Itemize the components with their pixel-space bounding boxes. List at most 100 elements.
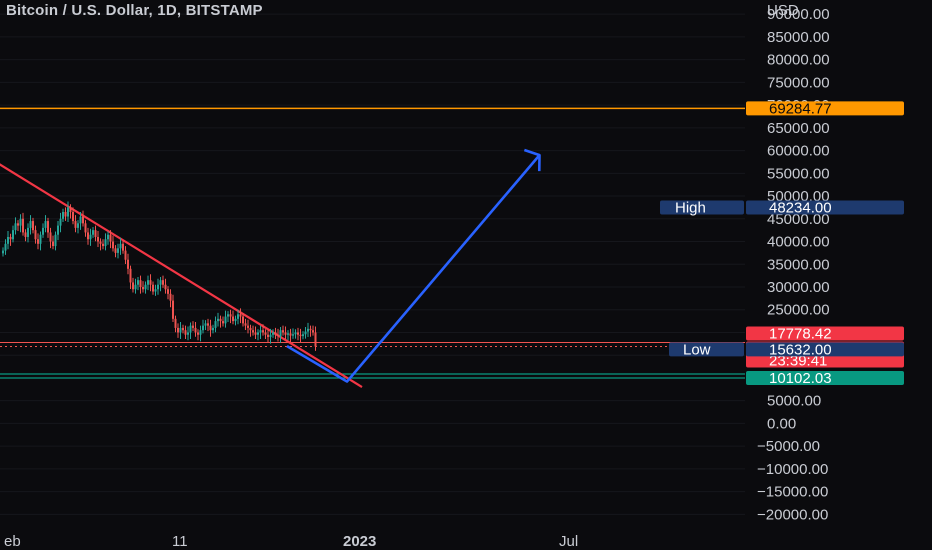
price-tick-label: 85000.00 — [767, 29, 830, 46]
candle — [309, 325, 312, 337]
candle — [269, 328, 272, 344]
candle — [164, 278, 167, 294]
price-tick-label: 25000.00 — [767, 302, 830, 319]
trendline-layer — [0, 163, 363, 388]
price-tick-label: 90000.00 — [767, 6, 830, 23]
candle — [104, 233, 107, 251]
price-tick-label: 60000.00 — [767, 143, 830, 160]
candle — [49, 227, 52, 249]
candle — [257, 329, 259, 341]
candle — [204, 320, 207, 330]
candle — [202, 319, 204, 334]
candle — [89, 228, 92, 246]
candle — [282, 325, 284, 336]
candle — [37, 233, 39, 250]
candle — [154, 284, 157, 296]
svg-text:Low: Low — [683, 341, 711, 358]
candle — [87, 227, 89, 245]
candle — [259, 325, 262, 340]
candle — [237, 309, 239, 325]
candle — [17, 220, 19, 232]
svg-text:48234.00: 48234.00 — [769, 200, 832, 217]
price-tick-label: −20000.00 — [757, 506, 828, 523]
candle — [114, 245, 117, 258]
candle — [39, 231, 42, 251]
time-tick-label: eb — [4, 533, 21, 550]
candle — [209, 319, 212, 337]
candle — [97, 231, 99, 247]
candle — [142, 281, 144, 293]
candle — [299, 328, 302, 343]
candle — [99, 238, 102, 251]
candle — [152, 281, 154, 295]
candle — [217, 312, 219, 327]
candle — [172, 294, 174, 323]
candle — [159, 276, 162, 292]
candle — [302, 331, 304, 340]
candle — [137, 276, 139, 291]
candle — [312, 325, 314, 336]
candle — [252, 325, 254, 336]
candle — [64, 207, 67, 221]
candle — [134, 278, 137, 294]
time-tick-label: 11 — [172, 533, 188, 550]
candle — [229, 309, 232, 324]
price-axis: USD90000.0085000.0080000.0075000.0070000… — [745, 0, 932, 550]
svg-text:69284.77: 69284.77 — [769, 100, 832, 117]
candle — [179, 322, 182, 340]
candle — [207, 318, 209, 332]
candle — [107, 231, 109, 245]
candle — [222, 316, 224, 327]
time-axis: eb 11 2023 Jul — [4, 533, 578, 550]
candle — [264, 329, 267, 340]
candle — [174, 315, 177, 333]
time-tick-label: 2023 — [343, 533, 376, 550]
candle — [19, 214, 22, 233]
candle — [4, 239, 7, 255]
price-tick-label: −5000.00 — [757, 438, 820, 455]
candle — [14, 217, 17, 235]
candle — [32, 217, 34, 234]
candle — [167, 286, 169, 300]
candle — [24, 229, 27, 242]
open-price-tag: 17778.42 — [746, 326, 904, 343]
orange-level-tag: 69284.77 — [746, 100, 904, 117]
candle — [194, 322, 197, 337]
candle — [129, 265, 132, 290]
symbol-title[interactable]: Bitcoin / U.S. Dollar, 1D, BITSTAMP — [6, 2, 263, 19]
green-level-tag: 10102.03 — [746, 370, 904, 387]
candle — [22, 212, 24, 236]
candle — [2, 247, 4, 257]
price-tick-label: 75000.00 — [767, 74, 830, 91]
candle — [169, 289, 172, 308]
candle — [177, 323, 179, 338]
candle — [72, 207, 74, 225]
candle — [267, 330, 269, 343]
candle — [284, 326, 287, 340]
currency-label: USD — [767, 2, 799, 19]
candle — [314, 326, 317, 351]
candle — [77, 220, 79, 234]
candle — [127, 253, 129, 275]
candle — [144, 281, 147, 294]
price-tick-label: 5000.00 — [767, 393, 821, 410]
candle — [147, 275, 149, 291]
price-tick-label: 65000.00 — [767, 120, 830, 137]
trendline — [0, 163, 363, 388]
candle — [289, 328, 292, 343]
price-tick-label: −10000.00 — [757, 461, 828, 478]
candle — [249, 324, 252, 337]
candle — [287, 330, 289, 341]
candle — [254, 326, 257, 340]
candle — [149, 274, 152, 292]
candle — [199, 325, 202, 342]
price-tick-label: 35000.00 — [767, 256, 830, 273]
candle — [244, 318, 247, 330]
candle — [94, 225, 97, 242]
candle — [274, 327, 277, 340]
candle — [82, 210, 84, 227]
candle — [109, 230, 112, 249]
candle — [102, 239, 104, 250]
candle — [12, 225, 14, 243]
